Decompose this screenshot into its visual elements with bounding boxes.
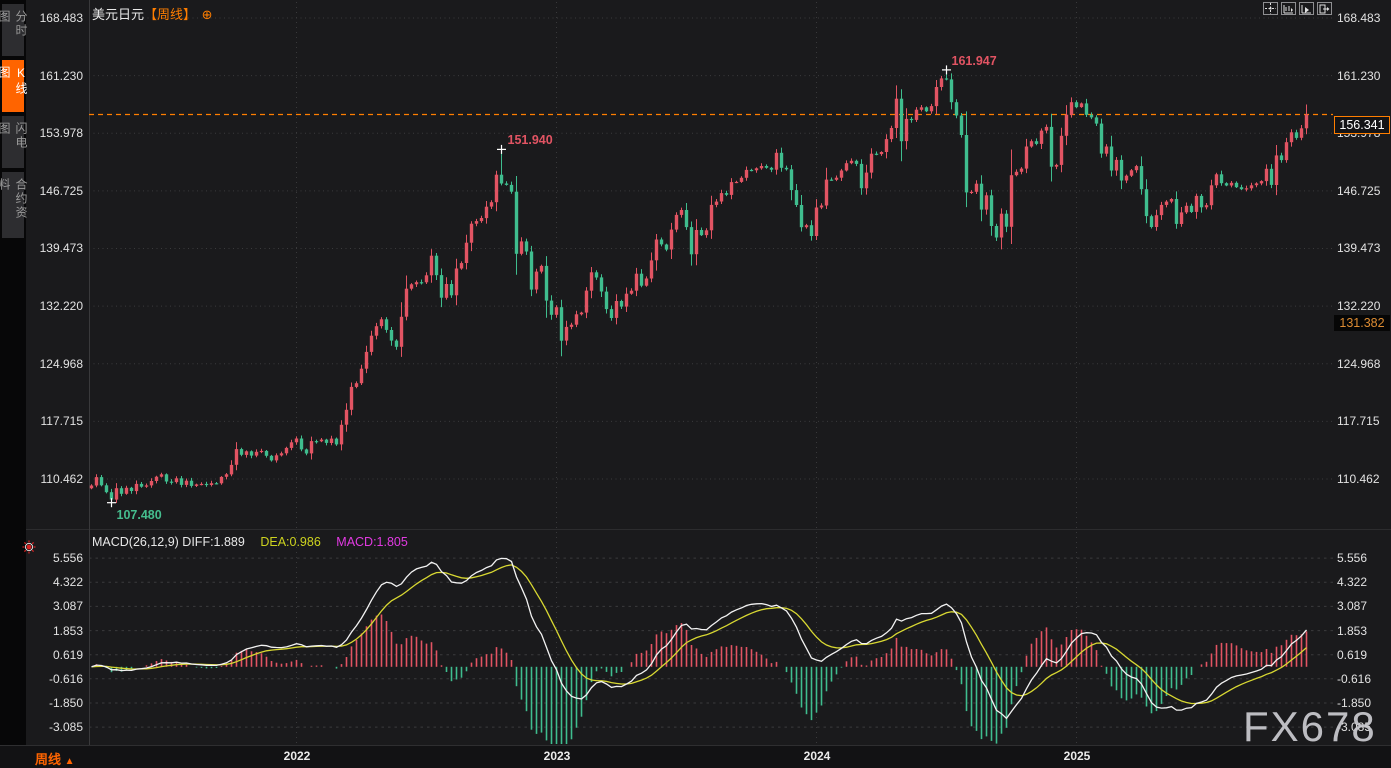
macd-axis-label: 3.087 [1337,599,1368,614]
macd-axis-label: -1.850 [1337,695,1372,710]
period-switch[interactable]: 周线 ▲ [35,749,75,768]
chart-title: 美元日元【周线】 ⊕ [92,4,213,23]
price-axis-label: 132.220 [39,299,83,314]
macd-axis-label: 0.619 [1337,647,1368,662]
panel-divider [26,529,1391,530]
price-axis-label: 161.230 [39,68,83,83]
period-tag: 【周线】 [144,7,197,22]
crosshair-button[interactable] [1263,2,1278,15]
watermark: FX678 [1243,703,1377,750]
macd-header: MACD(26,12,9) DIFF:1.889 DEA:0.986 MACD:… [92,535,408,549]
price-axis-label: 124.968 [39,356,83,371]
exit-icon [1319,4,1330,13]
scale-x-button[interactable] [1281,2,1296,15]
macd-axis-label: 1.853 [1337,623,1368,638]
chart-toolbar [1263,2,1332,15]
sidebar: 分时图 K线图 闪电图 合约资料 [0,0,28,745]
macd-axis-label: 5.556 [52,551,83,566]
macd-params-label: MACD(26,12,9) DIFF:1.889 [92,535,245,549]
period-label: 周线 [35,752,62,767]
macd-axis-label: -0.616 [48,671,83,686]
annotation-high-2022: 151.940 [507,133,553,148]
year-label: 2025 [1063,749,1091,763]
macd-axis-label: 1.853 [52,623,83,638]
annotation-low-2021: 107.480 [116,507,162,522]
macd-axis-label: 4.322 [52,575,83,590]
price-axis-label: 110.462 [1337,472,1380,486]
annotation-high-2024: 161.947 [951,53,997,68]
macd-axis-label: -0.616 [1337,671,1372,686]
symbol-name: 美元日元 [92,7,145,22]
add-indicator-icon[interactable]: ⊕ [201,7,213,22]
period-arrow-icon: ▲ [64,756,75,767]
price-axis-label: 161.230 [1337,68,1381,83]
macd-axis-label: 5.556 [1337,551,1368,566]
year-label: 2023 [543,749,571,763]
price-axis-label: 117.715 [40,414,84,429]
macd-axis-label: -1.850 [48,695,83,710]
bottom-bar [0,745,1391,768]
price-axis-label: 153.978 [39,126,83,141]
price-axis-label: 146.725 [39,183,83,198]
scale-y-icon [1301,4,1311,13]
price-axis-label: 110.462 [40,472,84,486]
macd-axis-label: -3.085 [1337,720,1372,735]
crosshair-icon [1265,3,1276,14]
price-axis-label: 146.725 [1337,183,1381,198]
price-axis-label: 124.968 [1337,356,1381,371]
price-axis-label: 139.473 [39,241,83,256]
scale-y-button[interactable] [1299,2,1314,15]
price-axis-label: 117.715 [1337,414,1380,429]
macd-axis-label: 0.619 [52,647,83,662]
indicator-handle-icon[interactable] [22,540,36,554]
price-axis-label: 139.473 [1337,241,1381,256]
plot-left-border [89,0,90,745]
macd-axis-label: -3.085 [48,720,83,735]
macd-axis-label: 4.322 [1337,575,1368,590]
price-level-badge: 131.382 [1334,315,1390,331]
price-axis-label: 132.220 [1337,299,1381,314]
macd-dea-label: DEA:0.986 [260,535,321,549]
scale-x-icon [1283,4,1293,13]
price-axis-label: 168.483 [1337,11,1381,25]
macd-axis-label: 3.087 [52,599,83,614]
current-price-badge: 156.341 [1334,116,1390,134]
exit-button[interactable] [1317,2,1332,15]
price-axis-label: 168.483 [39,11,83,25]
year-label: 2022 [283,749,311,763]
year-label: 2024 [803,749,831,763]
macd-value-label: MACD:1.805 [336,535,408,549]
